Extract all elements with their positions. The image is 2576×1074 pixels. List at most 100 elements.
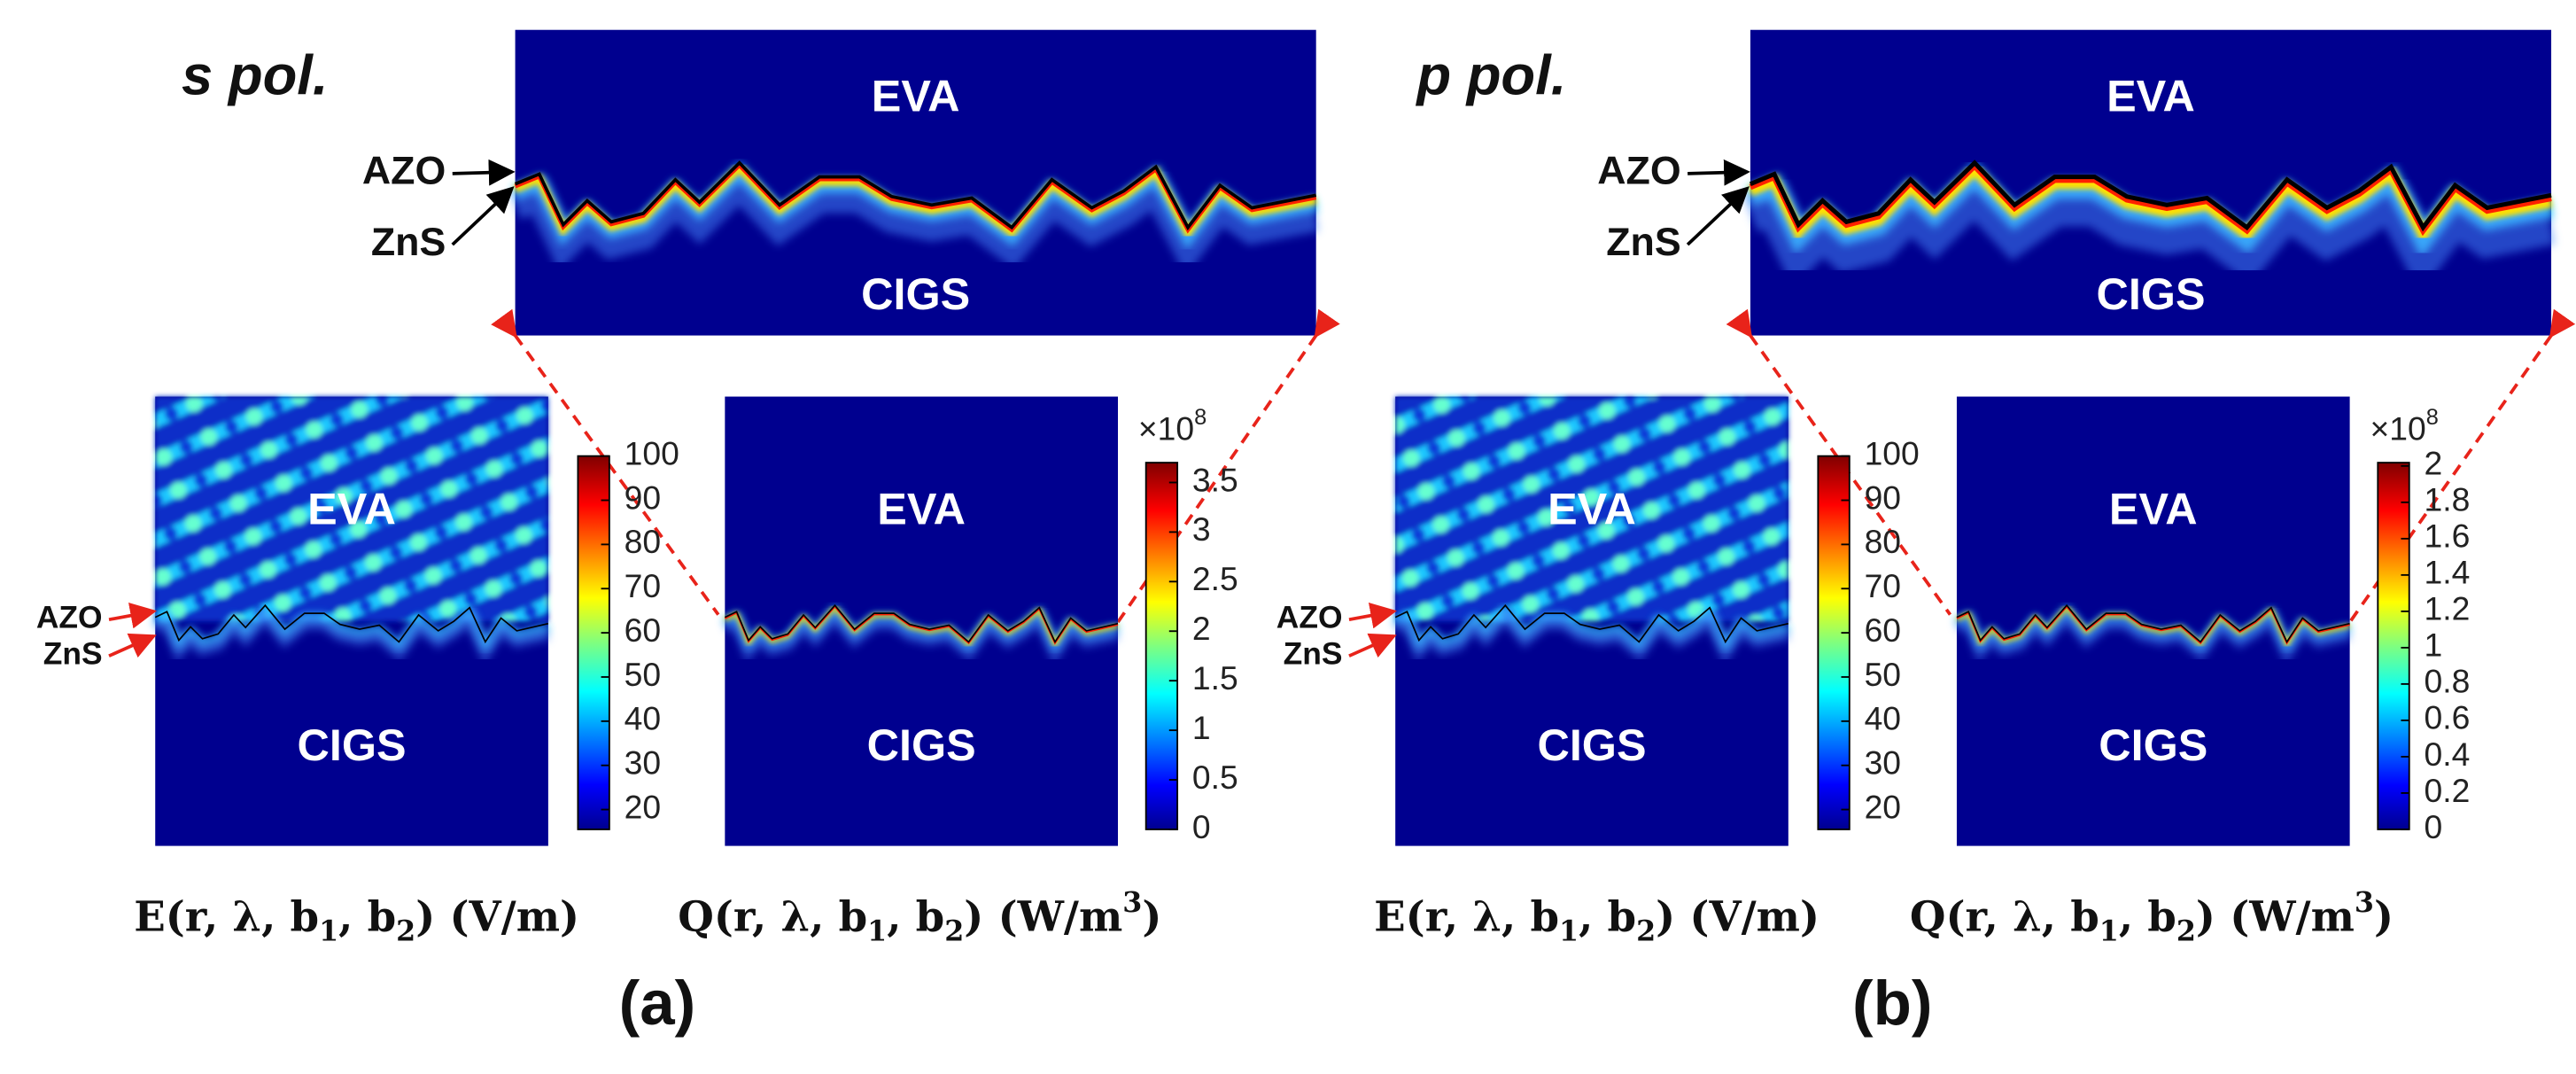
layer-label: ZnS [1284,636,1343,672]
caption-part: , b [2119,891,2176,940]
field-map [725,396,1118,846]
colorbar-tick-label: 3 [1192,510,1211,548]
colorbar-tick-label: 2 [2425,445,2443,482]
region-label: CIGS [2096,268,2205,319]
zoom-connector [1726,308,1952,616]
caption-part: 2 [2176,914,2196,947]
caption-part: E(r, λ, b [134,891,319,940]
region-label: CIGS [298,720,407,770]
field-map [1956,396,2350,846]
layer-label: ZnS [1606,221,1680,264]
caption-part: E(r, λ, b [1374,891,1559,940]
colorbar [1817,455,1851,830]
interface-glow [509,164,1319,276]
colorbar-tick-label: 20 [1865,788,1901,825]
zoom-connector [491,308,720,616]
caption-part: ) (W/m [964,891,1122,940]
interface-line [1956,603,2350,644]
colorbar-tick-label: 1.5 [1192,659,1238,697]
colorbar-tick-label: 0 [2425,808,2443,845]
colorbar-tick-label: 40 [625,700,661,737]
interface-glow [722,604,1120,665]
interface-glow [152,604,550,665]
colorbar-tick-label: 2.5 [1192,560,1238,597]
caption-part: ) (V/m) [415,891,579,940]
region-label: EVA [877,483,966,533]
colorbar-tick-label: 0.8 [2425,663,2471,700]
caption-part: ) [2374,891,2394,940]
caption-part: ×10 [1138,410,1194,448]
layer-label: AZO [362,150,446,193]
caption-part: 8 [2426,404,2439,429]
colorbar-tick-label: 0 [1192,808,1211,845]
caption-part: , b [887,891,944,940]
colorbar-tick-label: 80 [1865,523,1901,560]
region-label: EVA [872,70,960,121]
colorbar-tick-label: 1 [1192,709,1211,746]
caption-part: , b [338,891,396,940]
panel-label: (a) [619,969,696,1039]
colorbar-tick-label: 1.4 [2425,554,2471,591]
caption: Q(r, λ, b1, b2) (W/m3) [1910,885,2394,947]
colorbar-tick-label: 100 [625,435,679,472]
field-map-eva [1395,396,1788,622]
colorbar-tick-label: 90 [625,479,661,516]
layer-arrow [1686,186,1750,246]
colorbar-tick-label: 2 [1192,610,1211,647]
field-map-eva [155,396,548,622]
caption-part: 1 [867,914,887,947]
caption-part: 1 [319,914,338,947]
layer-arrow [108,633,157,658]
region-label: EVA [1548,483,1636,533]
interface-line [154,603,549,644]
layer-label: ZnS [371,221,446,264]
colorbar-tick-label: 0.6 [2425,699,2471,736]
caption-part: 8 [1194,404,1207,429]
caption: Q(r, λ, b1, b2) (W/m3) [678,885,1161,947]
caption: E(r, λ, b1, b2) (V/m) [1374,891,1819,946]
caption: ×108 [1138,404,1207,447]
colorbar-tick-label: 60 [1865,611,1901,649]
colorbar-tick-label: 80 [625,523,661,560]
interface-line [1394,603,1789,644]
colorbar-tick-label: 0.2 [2425,772,2471,809]
layer-label: AZO [36,600,103,635]
layer-arrow [451,186,515,246]
colorbar [1144,462,1179,830]
layer-arrow [452,159,516,186]
colorbar [2377,462,2410,830]
caption-part: ×10 [2370,410,2425,448]
colorbar-tick-label: 1.6 [2425,518,2471,555]
colorbar-tick-label: 90 [1865,479,1901,516]
colorbar-tick-label: 100 [1865,435,1920,472]
interface-glow [1742,164,2556,294]
colorbar-tick-label: 1.2 [2425,590,2471,627]
caption-part: ) (V/m) [1656,891,1819,940]
caption: ×108 [2370,404,2438,447]
panel-label: (b) [1852,969,1932,1039]
layer-label: ZnS [43,636,103,672]
interface-line [1749,160,2552,232]
interface-line [724,603,1119,644]
field-map [515,29,1316,336]
region-label: EVA [2109,483,2198,533]
colorbar-tick-label: 70 [625,567,661,604]
layer-arrow [108,602,158,629]
caption-part: 2 [944,914,964,947]
polarization: p pol. [1415,44,1566,106]
region-label: CIGS [867,720,976,770]
caption-part: ) [1142,891,1161,940]
caption-part: ) (W/m [2196,891,2355,940]
interface-line [514,160,1317,231]
colorbar-tick-label: 0.4 [2425,735,2471,773]
layer-arrow [1348,633,1397,658]
colorbar-tick-label: 0.5 [1192,759,1238,796]
caption-part: , b [1579,891,1636,940]
colorbar-tick-label: 30 [1865,744,1901,782]
caption: E(r, λ, b1, b2) (V/m) [134,891,579,946]
colorbar-tick-label: 40 [1865,700,1901,737]
polarization: s pol. [182,44,328,106]
layer-arrow [1348,602,1397,629]
